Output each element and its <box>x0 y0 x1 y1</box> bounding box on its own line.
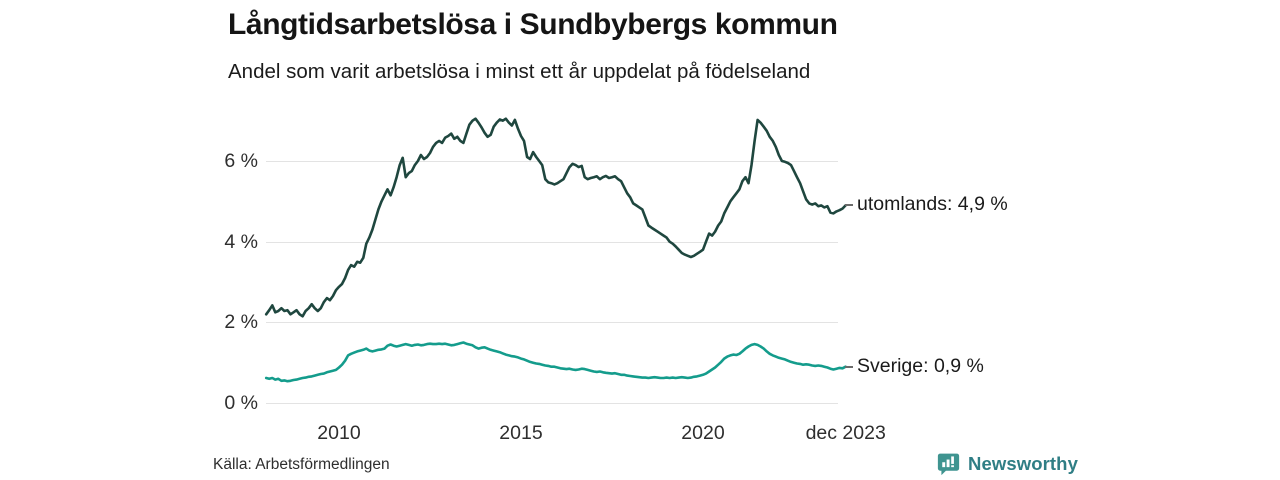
gridline <box>266 403 838 404</box>
series-line-sverige <box>264 341 847 383</box>
series-end-label-utomlands: utomlands: 4,9 % <box>857 193 1008 216</box>
series-end-label-sverige: Sverige: 0,9 % <box>857 354 984 377</box>
y-axis-tick-label: 4 % <box>224 230 258 253</box>
gridline <box>266 161 838 163</box>
series-label-dash <box>845 204 853 207</box>
chart-title: Långtidsarbetslösa i Sundbybergs kommun <box>228 8 838 41</box>
y-axis-tick-label: 6 % <box>224 150 258 173</box>
gridline <box>266 322 838 324</box>
newsworthy-icon <box>937 453 960 476</box>
gridline <box>266 241 838 243</box>
chart-subtitle: Andel som varit arbetslösa i minst ett å… <box>228 60 811 83</box>
y-axis-tick-label: 2 % <box>224 311 258 334</box>
newsworthy-wordmark: Newsworthy <box>968 452 1078 474</box>
series-line-utomlands <box>264 117 847 318</box>
y-axis-tick-label: 0 % <box>224 392 258 414</box>
source-note: Källa: Arbetsförmedlingen <box>213 456 390 473</box>
x-axis-tick-label: 2020 <box>681 422 725 444</box>
x-axis-tick-label: 2010 <box>317 422 361 444</box>
x-axis-tick-label: dec 2023 <box>805 422 886 444</box>
x-axis-tick-label: 2015 <box>499 422 543 444</box>
newsworthy-logo: Newsworthy <box>936 451 1078 476</box>
series-label-dash <box>845 365 853 368</box>
